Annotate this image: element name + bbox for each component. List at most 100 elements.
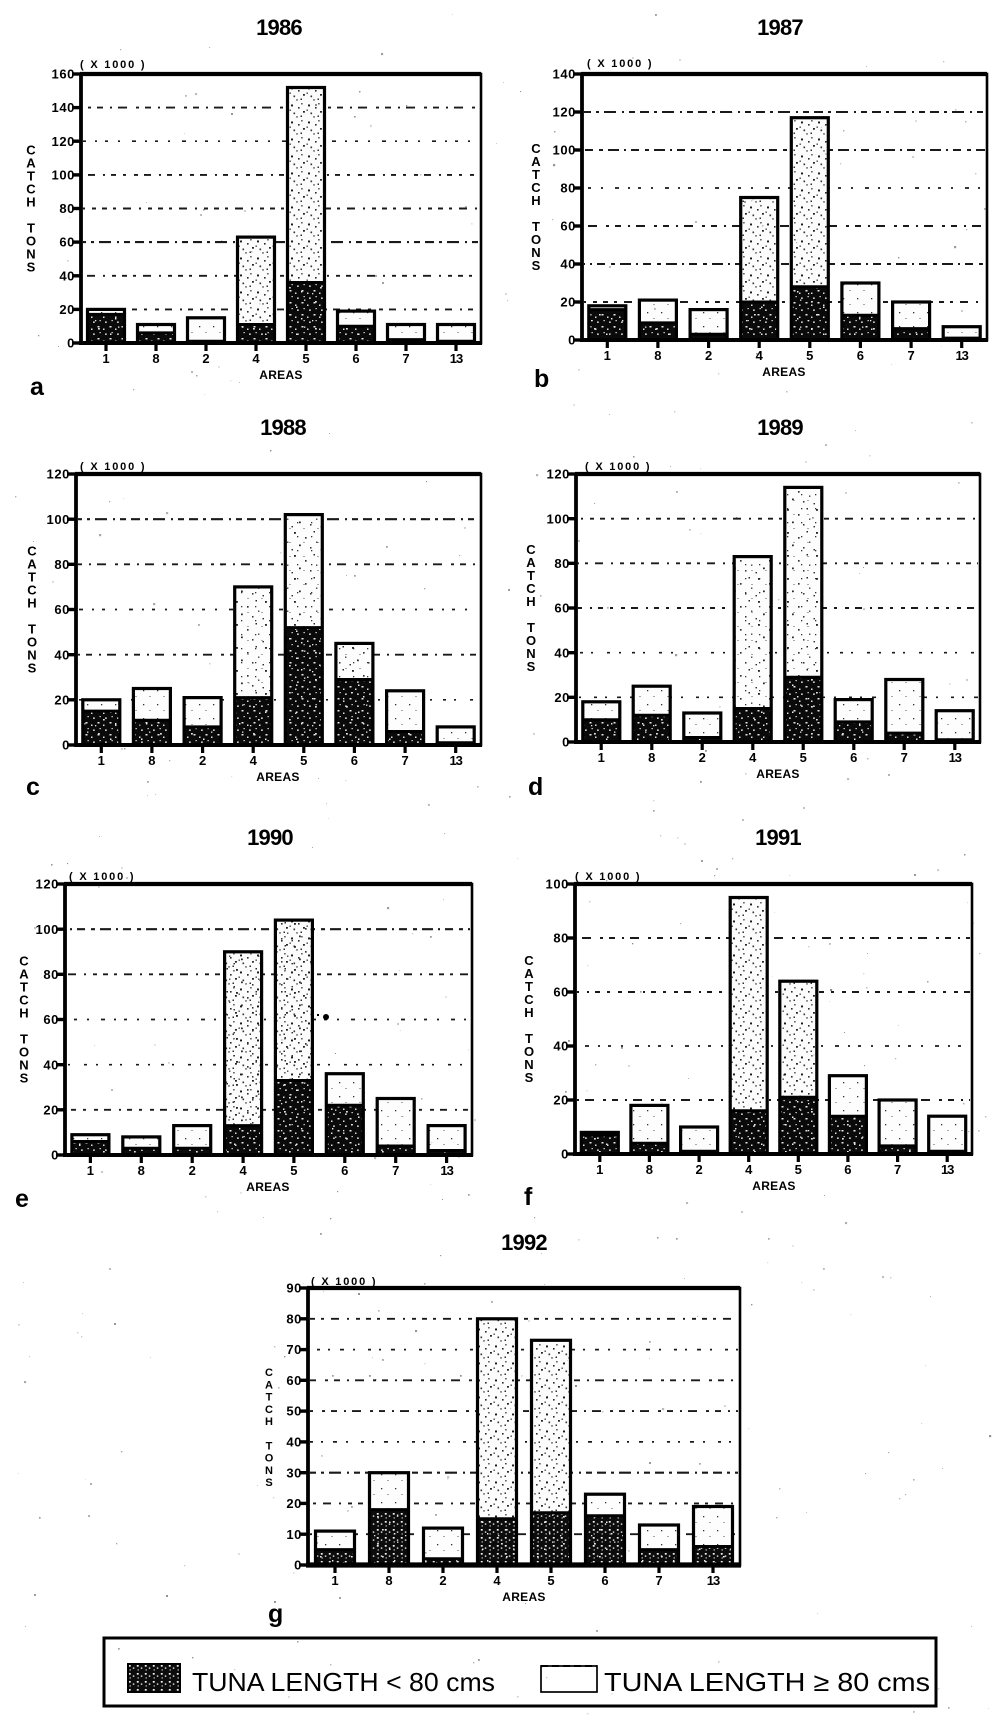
svg-text:60: 60 — [286, 1373, 302, 1388]
svg-text:S: S — [27, 260, 36, 275]
svg-text:4: 4 — [745, 1162, 753, 1177]
svg-text:2: 2 — [695, 1162, 702, 1177]
svg-text:AREAS: AREAS — [762, 365, 806, 379]
svg-text:80: 80 — [554, 556, 570, 571]
svg-text:N: N — [265, 1465, 273, 1477]
svg-text:T: T — [525, 1031, 533, 1046]
svg-text:T: T — [532, 219, 540, 234]
svg-text:N: N — [524, 1057, 533, 1072]
svg-text:5: 5 — [290, 1163, 297, 1178]
svg-text:1987: 1987 — [757, 15, 803, 40]
svg-text:30: 30 — [286, 1465, 302, 1480]
svg-text:O: O — [26, 234, 36, 249]
svg-text:120: 120 — [52, 134, 76, 149]
svg-text:( X 1000 ): ( X 1000 ) — [80, 59, 146, 71]
svg-text:6: 6 — [844, 1162, 851, 1177]
svg-text:A: A — [27, 557, 37, 572]
svg-text:H: H — [26, 195, 35, 210]
svg-text:1992: 1992 — [501, 1230, 547, 1255]
svg-text:A: A — [531, 154, 541, 169]
svg-text:C: C — [526, 542, 536, 557]
svg-text:20: 20 — [560, 295, 576, 310]
svg-text:T: T — [27, 169, 35, 184]
svg-text:( X 1000 ): ( X 1000 ) — [80, 461, 146, 473]
svg-text:N: N — [19, 1058, 28, 1073]
svg-text:6: 6 — [352, 351, 359, 366]
svg-text:0: 0 — [562, 735, 570, 750]
svg-text:7: 7 — [907, 348, 914, 363]
svg-text:50: 50 — [286, 1404, 302, 1419]
svg-text:20: 20 — [286, 1496, 302, 1511]
svg-text:6: 6 — [351, 753, 358, 768]
svg-text:C: C — [19, 993, 29, 1008]
svg-text:S: S — [265, 1477, 272, 1489]
svg-text:40: 40 — [59, 268, 75, 283]
svg-text:7: 7 — [894, 1162, 901, 1177]
svg-text:6: 6 — [850, 750, 857, 765]
svg-text:0: 0 — [62, 738, 70, 753]
svg-text:5: 5 — [800, 750, 807, 765]
svg-text:0: 0 — [294, 1558, 302, 1573]
svg-text:( X 1000 ): ( X 1000 ) — [69, 871, 135, 883]
svg-text:C: C — [265, 1404, 273, 1416]
svg-text:1: 1 — [98, 753, 105, 768]
svg-text:T: T — [266, 1392, 273, 1404]
svg-text:b: b — [534, 365, 549, 393]
svg-text:H: H — [27, 596, 36, 611]
svg-text:O: O — [526, 633, 536, 648]
svg-text:20: 20 — [54, 692, 70, 707]
svg-text:5: 5 — [302, 351, 309, 366]
svg-text:S: S — [20, 1071, 29, 1086]
svg-text:A: A — [265, 1379, 273, 1391]
svg-text:O: O — [27, 635, 37, 650]
svg-text:140: 140 — [52, 100, 76, 115]
svg-text:T: T — [527, 620, 535, 635]
svg-text:1986: 1986 — [256, 15, 302, 40]
svg-text:8: 8 — [138, 1163, 145, 1178]
svg-text:20: 20 — [59, 302, 75, 317]
svg-text:C: C — [265, 1367, 273, 1379]
svg-text:0: 0 — [561, 1147, 569, 1162]
svg-text:7: 7 — [392, 1163, 399, 1178]
svg-text:60: 60 — [554, 601, 570, 616]
svg-text:6: 6 — [601, 1573, 608, 1588]
svg-text:40: 40 — [553, 1039, 569, 1054]
svg-text:8: 8 — [646, 1162, 653, 1177]
svg-text:1: 1 — [102, 351, 109, 366]
svg-text:80: 80 — [560, 181, 576, 196]
svg-text:( X 1000 ): ( X 1000 ) — [575, 871, 641, 883]
svg-text:80: 80 — [553, 931, 569, 946]
svg-text:AREAS: AREAS — [752, 1179, 796, 1193]
svg-text:8: 8 — [385, 1573, 392, 1588]
svg-text:A: A — [19, 967, 29, 982]
svg-text:4: 4 — [749, 750, 757, 765]
svg-text:13: 13 — [440, 1163, 453, 1178]
svg-text:120: 120 — [553, 105, 577, 120]
svg-text:S: S — [28, 661, 37, 676]
svg-text:1: 1 — [598, 750, 605, 765]
svg-text:C: C — [531, 141, 541, 156]
svg-text:( X 1000 ): ( X 1000 ) — [585, 461, 651, 473]
svg-text:80: 80 — [59, 201, 75, 216]
svg-text:C: C — [26, 182, 36, 197]
svg-text:90: 90 — [286, 1281, 302, 1296]
svg-text:AREAS: AREAS — [256, 770, 300, 784]
svg-text:80: 80 — [286, 1311, 302, 1326]
svg-text:d: d — [528, 773, 543, 801]
svg-text:13: 13 — [450, 351, 463, 366]
svg-text:100: 100 — [36, 922, 60, 937]
svg-text:20: 20 — [553, 1093, 569, 1108]
svg-text:0: 0 — [568, 333, 576, 348]
svg-text:f: f — [524, 1183, 533, 1211]
svg-text:T: T — [20, 980, 28, 995]
svg-text:T: T — [28, 570, 36, 585]
svg-text:100: 100 — [553, 143, 577, 158]
svg-text:4: 4 — [493, 1573, 501, 1588]
svg-text:H: H — [19, 1006, 28, 1021]
svg-text:T: T — [28, 622, 36, 637]
svg-text:13: 13 — [955, 348, 968, 363]
svg-text:40: 40 — [54, 647, 70, 662]
svg-text:70: 70 — [286, 1342, 302, 1357]
svg-text:1988: 1988 — [260, 415, 306, 440]
svg-text:1: 1 — [331, 1573, 338, 1588]
